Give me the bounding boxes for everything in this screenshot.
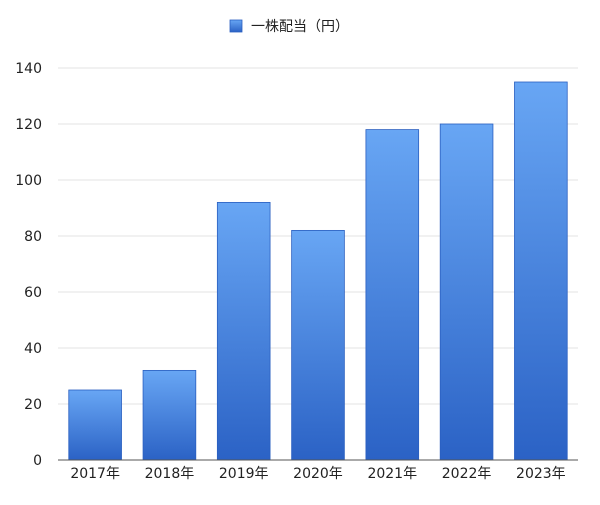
x-tick-label: 2019年	[219, 466, 269, 482]
x-tick-label: 2018年	[145, 466, 195, 482]
y-tick-label: 40	[24, 341, 42, 357]
y-axis-tick-labels: 0 20 40 60 80 100 120 140	[15, 61, 42, 469]
x-tick-label: 2020年	[293, 466, 343, 482]
y-tick-label: 60	[24, 285, 42, 301]
bar-6	[514, 81, 568, 461]
legend-swatch	[229, 19, 243, 33]
y-tick-label: 120	[15, 117, 42, 133]
y-tick-label: 80	[24, 229, 42, 245]
bar-0	[68, 389, 122, 461]
x-axis-tick-labels: 2017年 2018年 2019年 2020年 2021年 2022年 2023年	[70, 466, 565, 482]
y-tick-label: 140	[15, 61, 42, 77]
bar-3	[291, 229, 345, 461]
y-tick-label: 100	[15, 173, 42, 189]
bar-2	[216, 201, 271, 461]
bar-5	[439, 123, 494, 461]
bar-4	[365, 129, 420, 461]
x-tick-label: 2017年	[70, 466, 120, 482]
bar-1	[142, 369, 197, 461]
y-tick-label: 20	[24, 397, 42, 413]
x-tick-label: 2021年	[367, 466, 417, 482]
legend: 一株配当（円）	[229, 19, 349, 35]
x-tick-label: 2023年	[516, 466, 566, 482]
legend-label: 一株配当（円）	[251, 19, 349, 35]
x-tick-label: 2022年	[442, 466, 492, 482]
bars	[68, 81, 568, 461]
y-tick-label: 0	[33, 453, 42, 469]
